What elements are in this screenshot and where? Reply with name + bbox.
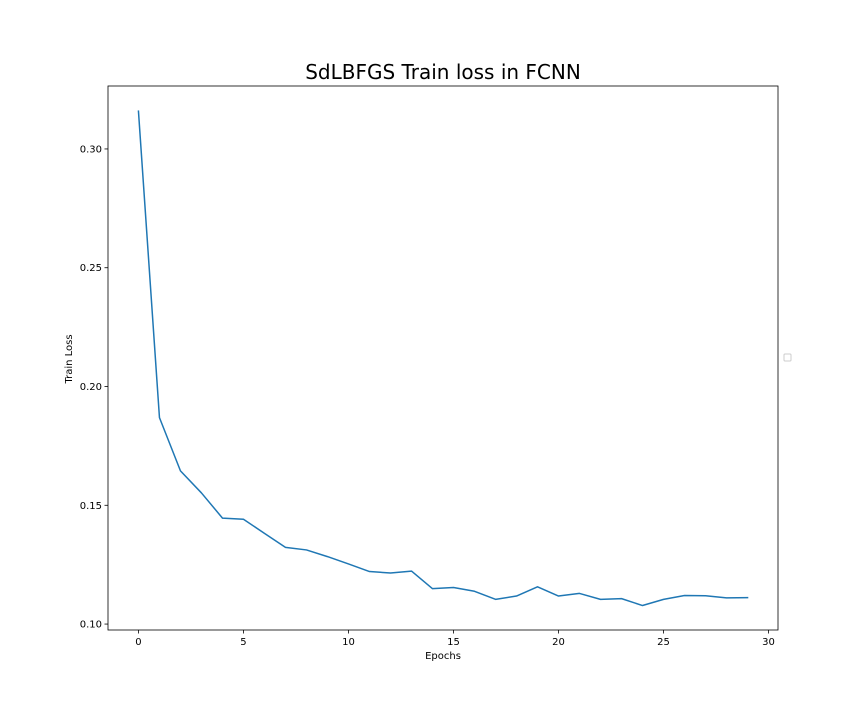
- x-tick-label: 25: [657, 637, 670, 648]
- plot-area: [137, 110, 749, 607]
- y-tick-label: 0.30: [80, 144, 102, 155]
- train-loss-line: [137, 110, 749, 607]
- y-tick-label: 0.20: [80, 382, 102, 393]
- y-tick-label: 0.10: [80, 620, 102, 631]
- x-tick-label: 15: [447, 637, 460, 648]
- legend-box: [783, 353, 792, 362]
- y-tick-label: 0.25: [80, 263, 102, 274]
- x-tick-label: 20: [552, 637, 565, 648]
- axes-frame: [107, 85, 779, 631]
- x-tick-label: 10: [342, 637, 355, 648]
- y-axis: 0.10 0.15 0.20 0.25 0.30: [80, 144, 108, 631]
- y-axis-label: Train Loss: [64, 334, 75, 384]
- x-tick-label: 0: [135, 637, 141, 648]
- y-tick-label: 0.15: [80, 501, 102, 512]
- x-axis: 0 5 10 15 20 25 30: [135, 630, 775, 648]
- x-axis-label: Epochs: [425, 651, 461, 662]
- chart-title: SdLBFGS Train loss in FCNN: [305, 60, 581, 84]
- x-tick-label: 5: [240, 637, 246, 648]
- x-tick-label: 30: [762, 637, 775, 648]
